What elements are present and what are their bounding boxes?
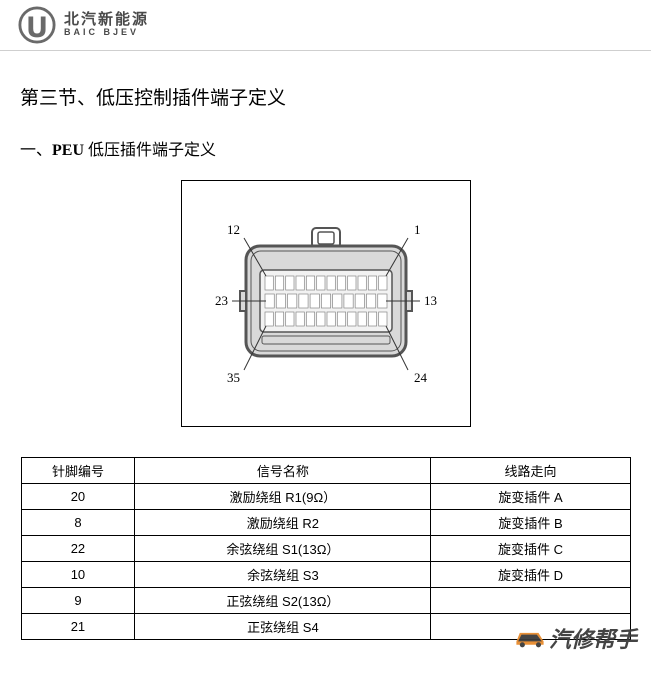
table-cell: 22 (21, 536, 135, 562)
connector-figure: 12 1 23 13 35 24 (20, 180, 631, 427)
baic-logo-icon (18, 6, 56, 44)
svg-text:13: 13 (424, 293, 437, 308)
subsection-suffix: 低压插件端子定义 (84, 142, 216, 159)
svg-text:12: 12 (227, 222, 240, 237)
svg-text:23: 23 (215, 293, 228, 308)
col-header-signal: 信号名称 (135, 458, 431, 484)
table-cell: 旋变插件 B (431, 510, 630, 536)
table-cell: 余弦绕组 S3 (135, 562, 431, 588)
content-area: 第三节、低压控制插件端子定义 一、PEU 低压插件端子定义 1212313352… (0, 51, 651, 640)
table-cell: 9 (21, 588, 135, 614)
brand-name-cn: 北汽新能源 (64, 12, 149, 29)
table-row: 21正弦绕组 S4 (21, 614, 630, 640)
table-row: 20激励绕组 R1(9Ω）旋变插件 A (21, 484, 630, 510)
table-cell: 正弦绕组 S4 (135, 614, 431, 640)
subsection-prefix: 一、 (20, 142, 52, 159)
connector-diagram: 12 1 23 13 35 24 (196, 191, 456, 411)
col-header-pin: 针脚编号 (21, 458, 135, 484)
page-header: 北汽新能源 BAIC BJEV (0, 0, 651, 51)
svg-text:35: 35 (227, 370, 240, 385)
table-row: 22余弦绕组 S1(13Ω）旋变插件 C (21, 536, 630, 562)
table-cell: 激励绕组 R1(9Ω） (135, 484, 431, 510)
brand-name-en: BAIC BJEV (64, 28, 149, 38)
table-cell: 21 (21, 614, 135, 640)
table-cell: 8 (21, 510, 135, 536)
table-cell: 20 (21, 484, 135, 510)
col-header-route: 线路走向 (431, 458, 630, 484)
table-row: 9正弦绕组 S2(13Ω） (21, 588, 630, 614)
section-title: 第三节、低压控制插件端子定义 (20, 83, 631, 110)
connector-frame: 12 1 23 13 35 24 (181, 180, 471, 427)
table-cell: 正弦绕组 S2(13Ω） (135, 588, 431, 614)
brand-text-block: 北汽新能源 BAIC BJEV (64, 12, 149, 38)
svg-text:1: 1 (414, 222, 421, 237)
subsection-peu: PEU (52, 142, 84, 159)
table-cell: 10 (21, 562, 135, 588)
svg-text:24: 24 (414, 370, 428, 385)
table-row: 8激励绕组 R2旋变插件 B (21, 510, 630, 536)
table-cell (431, 614, 630, 640)
table-cell (431, 588, 630, 614)
table-header-row: 针脚编号 信号名称 线路走向 (21, 458, 630, 484)
table-row: 10余弦绕组 S3旋变插件 D (21, 562, 630, 588)
table-cell: 旋变插件 A (431, 484, 630, 510)
subsection-title: 一、PEU 低压插件端子定义 (20, 136, 631, 160)
pin-definition-table: 针脚编号 信号名称 线路走向 20激励绕组 R1(9Ω）旋变插件 A8激励绕组 … (21, 457, 631, 640)
table-cell: 余弦绕组 S1(13Ω） (135, 536, 431, 562)
table-cell: 旋变插件 C (431, 536, 630, 562)
table-cell: 旋变插件 D (431, 562, 630, 588)
table-cell: 激励绕组 R2 (135, 510, 431, 536)
